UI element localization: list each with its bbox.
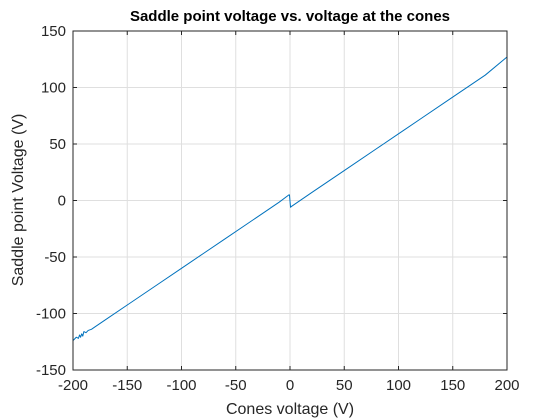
y-tick-label: -100 [36,306,66,323]
x-tick-label: 150 [440,377,465,394]
y-tick-label: 100 [41,80,66,97]
y-axis-label: Saddle point Voltage (V) [10,114,27,287]
y-tick-label: 0 [58,193,66,210]
grid [73,31,507,370]
y-tick-labels: -150 -100 -50 0 50 100 150 [36,23,66,379]
y-tick-label: 150 [41,23,66,40]
x-tick-label: 50 [336,377,353,394]
chart-title: Saddle point voltage vs. voltage at the … [130,8,450,25]
x-tick-label: -150 [112,377,142,394]
x-tick-label: 0 [286,377,294,394]
x-tick-label: -50 [225,377,247,394]
plot-lines [72,56,508,341]
ticks [72,30,508,371]
y-tick-label: 50 [49,136,66,153]
x-tick-label: -100 [166,377,196,394]
series-line [72,56,508,341]
x-tick-labels: -200 -150 -100 -50 0 50 100 150 200 [58,377,520,394]
y-tick-label: -150 [36,362,66,379]
x-tick-label: 200 [494,377,519,394]
x-tick-label: 100 [386,377,411,394]
y-tick-label: -50 [44,249,66,266]
x-axis-label: Cones voltage (V) [226,401,354,418]
x-tick-label: -200 [58,377,88,394]
